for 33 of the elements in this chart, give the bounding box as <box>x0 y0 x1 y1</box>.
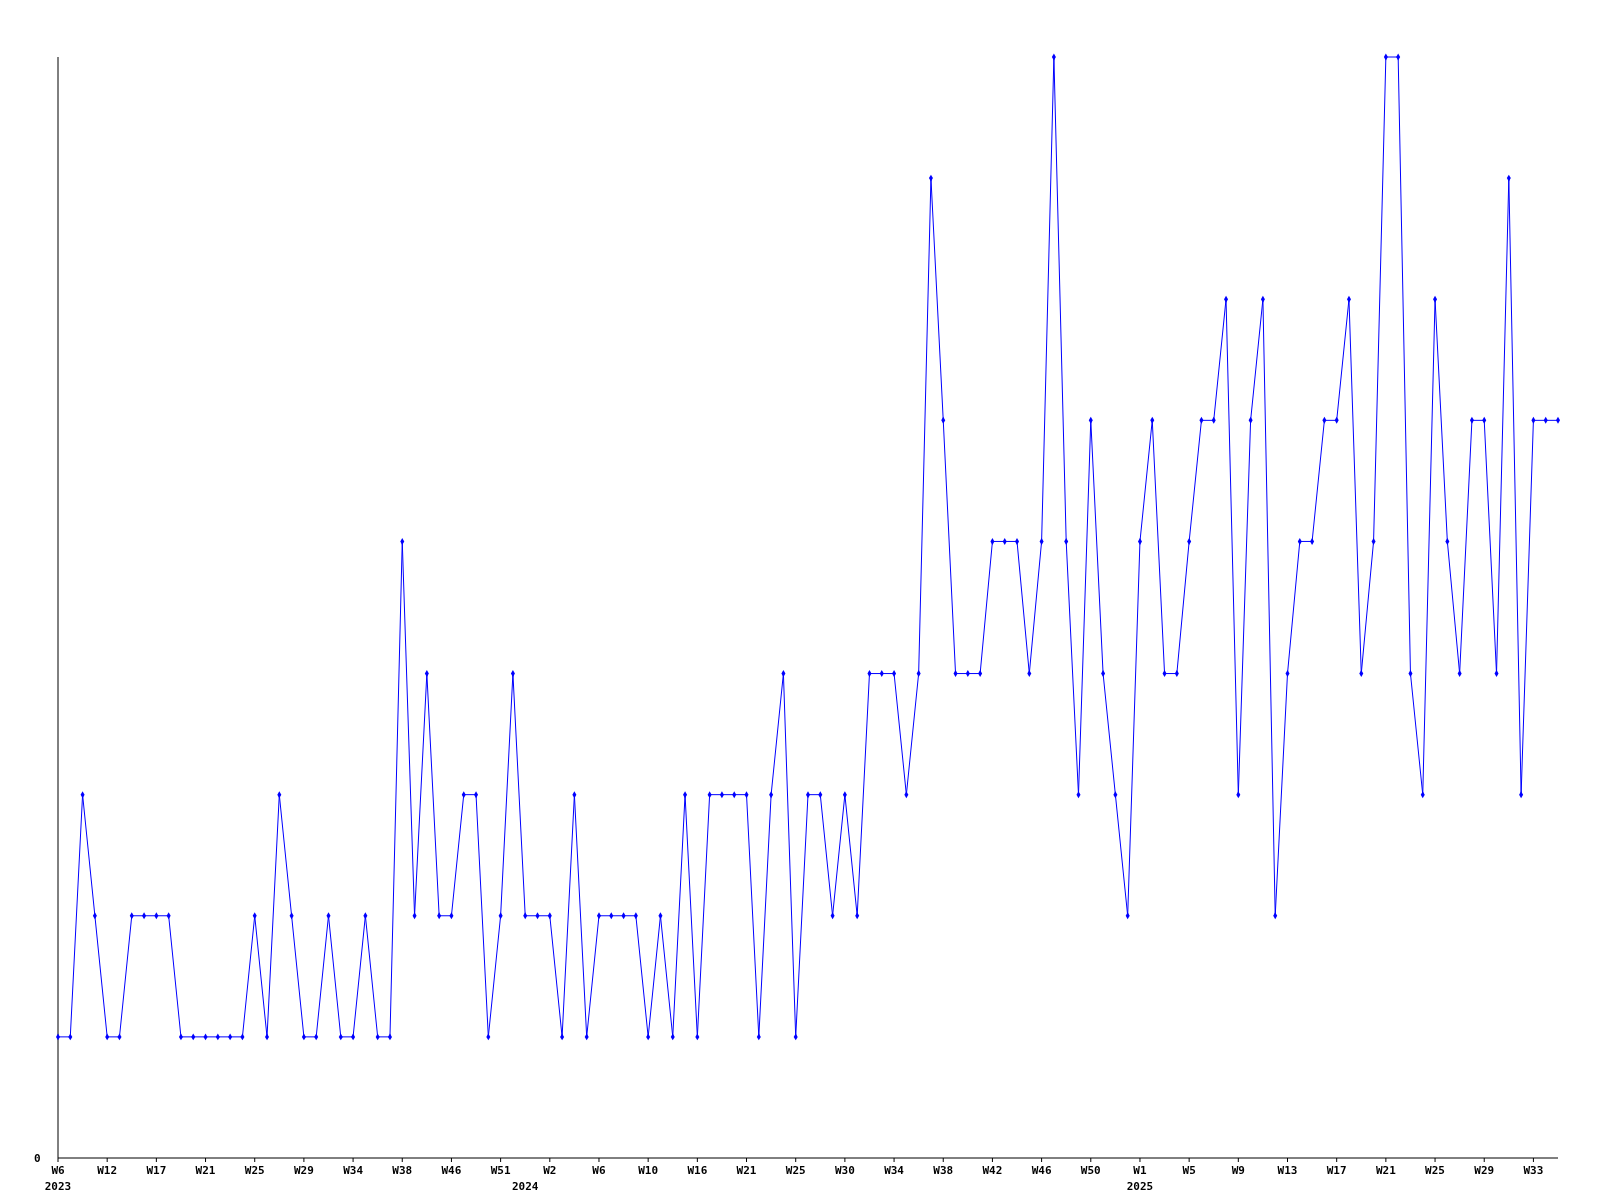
x-tick-label: 2024 <box>511 1180 539 1193</box>
x-tick-label: W12 <box>97 1164 118 1177</box>
x-tick-label: W42 <box>982 1164 1003 1177</box>
x-tick-label: W46 <box>1031 1164 1052 1177</box>
x-tick-label: W50 <box>1080 1164 1101 1177</box>
x-tick-label: W38 <box>933 1164 954 1177</box>
x-tick-label: W34 <box>884 1164 905 1177</box>
x-tick-label: W29 <box>293 1164 314 1177</box>
x-tick-label: W25 <box>785 1164 806 1177</box>
text: 0 <box>34 1152 41 1165</box>
x-tick-label: W1 2025 <box>1126 1164 1154 1193</box>
x-tick-label: W17 <box>1326 1164 1347 1177</box>
x-tick-label: W25 <box>244 1164 265 1177</box>
x-tick-label: W38 <box>392 1164 413 1177</box>
x-tick-label: W6 2023 <box>44 1164 72 1193</box>
x-tick-label: W25 <box>1425 1164 1445 1177</box>
x-tick-label: W30 <box>834 1164 855 1177</box>
x-tick-label: W34 <box>343 1164 364 1177</box>
x-tick-label: W16 <box>687 1164 708 1177</box>
x-tick-label: W51 <box>490 1164 511 1177</box>
x-tick-label: W29 <box>1474 1164 1495 1177</box>
x-tick-label: W46 <box>441 1164 462 1177</box>
x-tick-label: W33 <box>1523 1164 1544 1177</box>
x-tick-label: W9 <box>1231 1164 1245 1177</box>
x-tick-label: W6 <box>592 1164 606 1177</box>
x-tick-label: W13 <box>1277 1164 1298 1177</box>
x-tick-label: W10 <box>638 1164 659 1177</box>
x-tick-label: W17 <box>146 1164 167 1177</box>
x-tick-label: W21 <box>195 1164 216 1177</box>
x-tick-label: W21 <box>736 1164 757 1177</box>
x-tick-label: W21 <box>1375 1164 1397 1177</box>
x-tick-label: W2 <box>543 1164 557 1177</box>
x-tick-label: W5 <box>1182 1164 1196 1177</box>
